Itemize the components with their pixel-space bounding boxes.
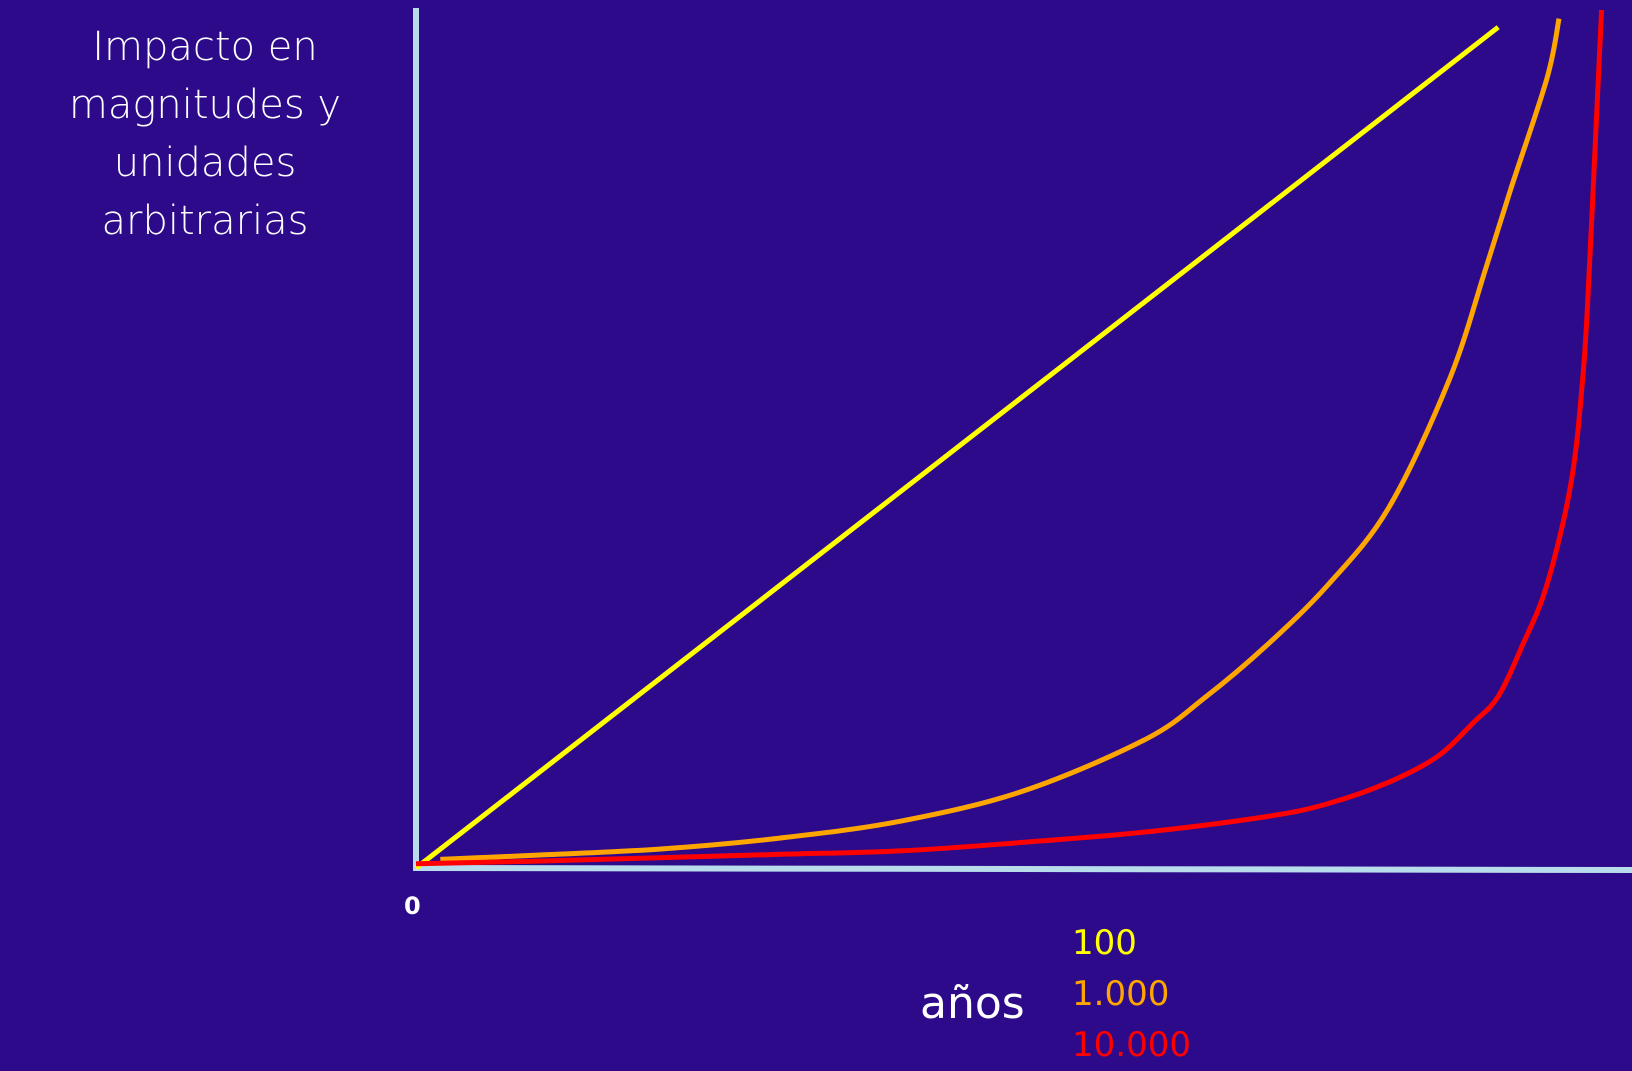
origin-tick-label: 0 [404,892,421,920]
y-axis-label-line-2: magnitudes y [68,82,342,128]
legend-item-10000: 10.000 [1072,1025,1191,1065]
legend-item-100: 100 [1072,923,1137,963]
y-axis-label: Impacto en magnitudes y unidades arbitra… [10,18,400,250]
x-axis [412,865,1632,873]
x-axis-label: años [920,978,1025,1029]
y-axis-label-line-1: Impacto en [92,24,318,70]
series-line-1000 [440,18,1562,862]
y-axis-label-line-3: unidades arbitrarias [101,140,309,244]
legend-item-1000: 1.000 [1072,974,1170,1014]
legend: 100 1.000 10.000 [1072,918,1191,1071]
series-line-100 [414,25,1500,870]
series-line-10000 [415,9,1605,867]
